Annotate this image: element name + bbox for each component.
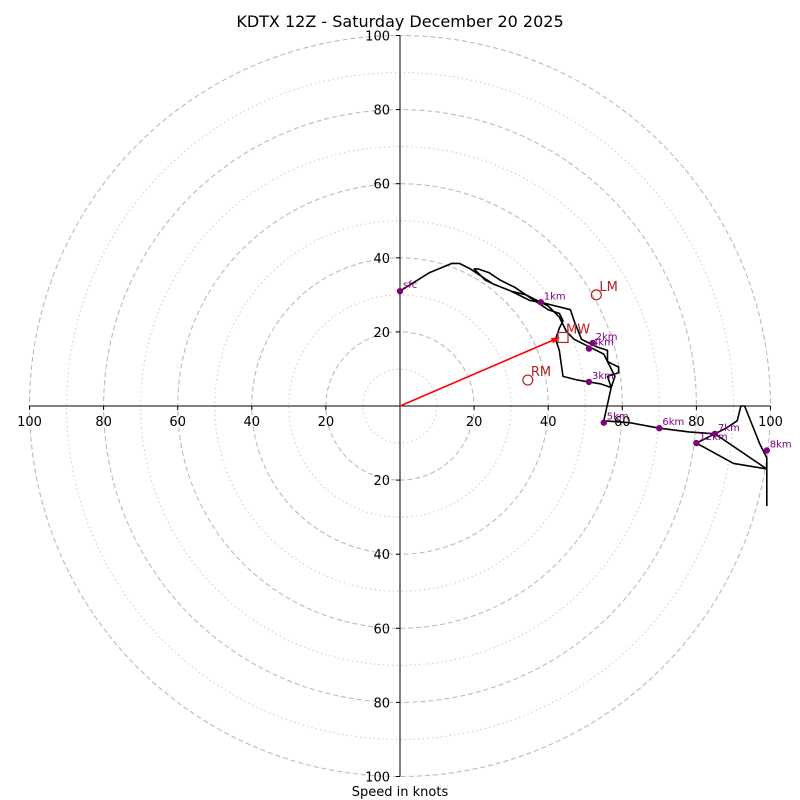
x-tick-label: 100: [17, 415, 42, 430]
storm-motion-marker-MW: [557, 331, 569, 344]
height-point-4km: [585, 345, 593, 352]
height-point-2km: [589, 339, 596, 347]
x-tick-label: 20: [318, 415, 335, 430]
storm-motion-label-RM: RM: [531, 365, 551, 380]
storm-motion-label-LM: LM: [599, 280, 617, 295]
height-point-5km: [600, 419, 607, 426]
x-tick-label: 60: [169, 415, 186, 430]
x-tick-label: 80: [688, 415, 705, 430]
storm-motion-label-MW: MW: [566, 322, 590, 337]
height-label-sfc: sfc: [403, 280, 417, 291]
height-point-6km: [656, 425, 663, 432]
height-label-4km: 4km: [592, 338, 614, 349]
height-label-6km: 6km: [662, 417, 684, 428]
arrow-head: [550, 337, 560, 344]
y-tick-label: 100: [365, 30, 390, 45]
height-point-sfc: [396, 287, 404, 295]
height-label-7km: 7km: [718, 423, 740, 434]
y-tick-label: 20: [373, 474, 390, 489]
height-point-7km: [711, 430, 719, 437]
height-point-3km: [585, 378, 593, 386]
y-tick-label: 40: [373, 548, 390, 563]
x-tick-label: 100: [758, 415, 783, 430]
x-tick-label: 40: [540, 415, 557, 430]
height-label-1km: 1km: [544, 291, 566, 302]
x-tick-label: 20: [466, 415, 483, 430]
height-point-8km: [763, 447, 770, 454]
height-label-12km: 12km: [699, 432, 727, 443]
x-axis-label: Speed in knots: [352, 785, 449, 800]
x-tick-label: 80: [95, 415, 112, 430]
y-tick-label: 80: [373, 696, 390, 711]
y-tick-label: 60: [373, 622, 390, 637]
y-tick-label: 100: [365, 771, 390, 786]
height-label-5km: 5km: [607, 412, 629, 423]
height-point-12km: [693, 439, 700, 447]
y-tick-label: 20: [373, 326, 390, 341]
height-label-2km: 2km: [596, 332, 618, 343]
hodograph-trace: [399, 262, 768, 506]
y-tick-label: 80: [373, 104, 390, 119]
y-tick-label: 60: [373, 178, 390, 193]
height-label-8km: 8km: [770, 439, 792, 450]
storm-motion-marker-RM: [522, 374, 534, 386]
storm-motion-marker-LM: [590, 289, 602, 301]
height-label-3km: 3km: [592, 371, 614, 382]
storm-motion-markers: LM MW RM: [522, 280, 618, 386]
hodograph-trace-layer: [399, 262, 768, 506]
tick-labels: 100 80 60 40 20 20 40 60 80 100100806040202040608…: [17, 30, 783, 786]
y-tick-label: 40: [373, 252, 390, 267]
mean-wind-arrow: [399, 336, 560, 407]
x-tick-label: 40: [244, 415, 261, 430]
height-point-1km: [537, 299, 544, 306]
chart-title: KDTX 12Z - Saturday December 20 2025: [236, 12, 563, 31]
